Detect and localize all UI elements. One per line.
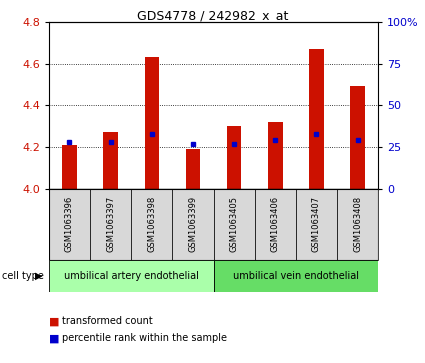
Bar bbox=[186, 149, 200, 189]
Text: ▶: ▶ bbox=[35, 271, 42, 281]
Text: GSM1063407: GSM1063407 bbox=[312, 196, 321, 252]
Text: GSM1063396: GSM1063396 bbox=[65, 196, 74, 252]
Bar bbox=[227, 126, 241, 189]
Text: umbilical vein endothelial: umbilical vein endothelial bbox=[233, 271, 359, 281]
Text: transformed count: transformed count bbox=[62, 316, 153, 326]
Text: percentile rank within the sample: percentile rank within the sample bbox=[62, 333, 227, 343]
Bar bbox=[90, 189, 131, 260]
Bar bbox=[62, 145, 76, 189]
Bar bbox=[309, 49, 324, 189]
Text: GSM1063406: GSM1063406 bbox=[271, 196, 280, 252]
Text: GSM1063399: GSM1063399 bbox=[188, 196, 198, 252]
Text: umbilical artery endothelial: umbilical artery endothelial bbox=[64, 271, 198, 281]
Bar bbox=[103, 132, 118, 189]
Bar bbox=[255, 189, 296, 260]
Bar bbox=[49, 189, 90, 260]
Text: GSM1063398: GSM1063398 bbox=[147, 196, 156, 252]
Text: cell type: cell type bbox=[2, 271, 44, 281]
Bar bbox=[131, 189, 173, 260]
Bar bbox=[49, 260, 213, 292]
Text: GDS4778 / 242982_x_at: GDS4778 / 242982_x_at bbox=[137, 9, 288, 22]
Text: GSM1063405: GSM1063405 bbox=[230, 196, 239, 252]
Bar bbox=[351, 86, 365, 189]
Bar bbox=[213, 189, 255, 260]
Text: ■: ■ bbox=[49, 333, 60, 343]
Bar bbox=[213, 260, 378, 292]
Bar bbox=[268, 122, 283, 189]
Bar bbox=[296, 189, 337, 260]
Text: GSM1063408: GSM1063408 bbox=[353, 196, 362, 252]
Text: GSM1063397: GSM1063397 bbox=[106, 196, 115, 252]
Bar bbox=[173, 189, 213, 260]
Bar bbox=[144, 57, 159, 189]
Bar bbox=[337, 189, 378, 260]
Text: ■: ■ bbox=[49, 316, 60, 326]
